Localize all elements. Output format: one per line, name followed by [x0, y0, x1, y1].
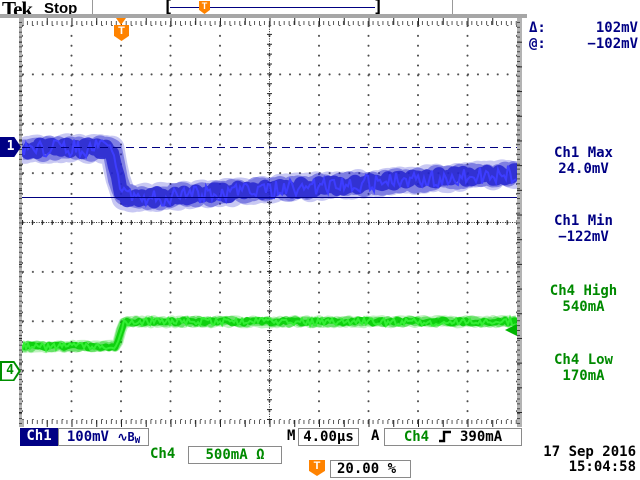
- cursor-at-value: −102mV: [587, 36, 638, 52]
- record-view-bracket-left: [: [163, 0, 174, 17]
- measurement-ch1-max: Ch1 Max 24.0mV: [527, 145, 640, 177]
- graticule-ruler-bottom: [22, 420, 517, 427]
- trigger-source: Ch4: [403, 429, 430, 445]
- ch4-ground-marker[interactable]: 4: [0, 361, 21, 381]
- ch4-level-indicator-arrow: [505, 324, 517, 336]
- ch1-scale-value: 100mV: [66, 429, 109, 445]
- waveform-display: [22, 133, 517, 354]
- acquisition-status: Stop: [44, 0, 78, 17]
- measurement-ch4-high: Ch4 High 540mA: [527, 283, 640, 315]
- record-view-bracket-right: ]: [373, 0, 384, 17]
- date-readout: 17 Sep 2016: [543, 444, 636, 460]
- trigger-readout[interactable]: Ch4 390mA: [384, 428, 522, 446]
- voltage-cursor-2[interactable]: [22, 197, 517, 198]
- trigger-position-icon: T: [309, 460, 325, 476]
- impedance-ohm-icon: Ω: [256, 447, 265, 463]
- timebase-readout[interactable]: 4.00µs: [298, 428, 359, 446]
- ch4-label[interactable]: Ch4: [150, 446, 176, 462]
- topbar-divider: [452, 0, 453, 14]
- trigger-position-readout[interactable]: 20.00 %: [330, 460, 411, 478]
- measurement-ch4-low: Ch4 Low 170mA: [527, 352, 640, 384]
- trigger-position-flag[interactable]: T: [114, 25, 129, 41]
- measurement-label: Ch4 Low: [553, 352, 613, 368]
- measurement-panel: Δ: 102mV @: −102mV Ch1 Max 24.0mV Ch1 Mi…: [527, 0, 640, 428]
- trigger-level: 390mA: [460, 429, 503, 445]
- trigger-mode-label: A: [371, 428, 380, 444]
- measurement-ch1-min: Ch1 Min −122mV: [527, 213, 640, 245]
- ac-coupling-icon: ∿: [117, 430, 128, 444]
- measurement-value: 540mA: [562, 299, 605, 315]
- timebase-label: M: [287, 428, 296, 444]
- ch4-scale-readout[interactable]: 500mA Ω: [188, 446, 282, 464]
- ch4-scale-value: 500mA: [205, 447, 248, 463]
- center-vertical-axis: [267, 25, 272, 420]
- bandwidth-limit-icon: BW: [127, 430, 141, 446]
- record-view-line: [170, 7, 375, 8]
- cursor-delta-label: Δ:: [529, 20, 546, 36]
- measurement-label: Ch1 Min: [553, 213, 613, 229]
- measurement-label: Ch1 Max: [553, 145, 613, 161]
- measurement-value: 24.0mV: [558, 161, 609, 177]
- voltage-cursor-1[interactable]: [22, 147, 517, 148]
- rising-edge-icon: [438, 430, 451, 443]
- cursor-at-label: @:: [529, 36, 546, 52]
- time-readout: 15:04:58: [568, 459, 636, 475]
- status-bar: Ch1 100mV ∿BW M 4.00µs A Ch4 390mA Ch4 5…: [0, 427, 640, 480]
- ch1-badge[interactable]: Ch1: [20, 428, 58, 446]
- measurement-label: Ch4 High: [549, 283, 618, 299]
- graticule-ruler-right: [517, 18, 522, 427]
- graticule-ruler-left: [19, 18, 24, 427]
- measurement-value: −122mV: [558, 229, 609, 245]
- ch1-scale-readout[interactable]: 100mV ∿BW: [58, 428, 149, 446]
- trigger-position-arrow[interactable]: [116, 18, 126, 25]
- cursor-delta-readout: Δ: 102mV: [529, 20, 638, 36]
- cursor-delta-value: 102mV: [595, 20, 638, 36]
- topbar-divider: [92, 0, 93, 14]
- ch4-ground-marker-label: 4: [1, 362, 19, 380]
- ch1-ground-marker[interactable]: 1: [0, 137, 21, 157]
- cursor-at-readout: @: −102mV: [529, 36, 638, 52]
- record-trigger-position-icon: T: [199, 1, 210, 14]
- measurement-value: 170mA: [562, 368, 605, 384]
- topbar-separator: [0, 14, 527, 18]
- graticule-ruler-top: [22, 18, 517, 25]
